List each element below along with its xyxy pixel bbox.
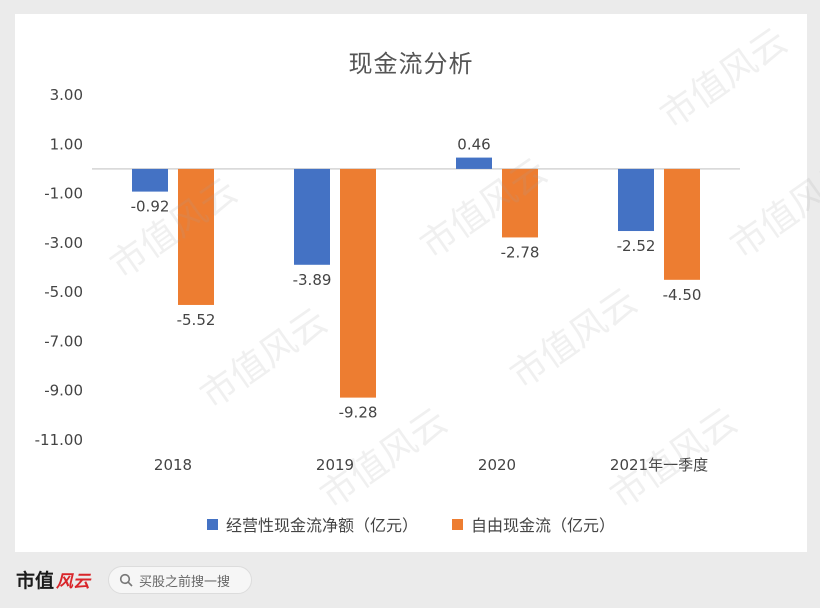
search-icon xyxy=(119,573,133,587)
y-tick-label: -11.00 xyxy=(35,431,83,449)
bar-free-2019 xyxy=(340,168,376,398)
logo-text: 市值 xyxy=(16,570,55,592)
data-label: -3.89 xyxy=(293,271,332,289)
bar-operating-2020 xyxy=(456,157,492,169)
y-tick-label: -7.00 xyxy=(44,332,83,350)
bar-free-2020 xyxy=(502,168,538,238)
y-tick-label: 3.00 xyxy=(50,86,83,104)
legend-item-operating-cash-flow: 经营性现金流净额（亿元） xyxy=(206,512,418,536)
y-tick-label: -1.00 xyxy=(44,185,83,203)
data-label: -9.28 xyxy=(339,404,378,422)
search-box[interactable]: 买股之前搜一搜 xyxy=(108,566,252,594)
y-tick-label: -5.00 xyxy=(44,283,83,301)
legend-swatch-operating xyxy=(206,518,218,530)
y-tick-label: 1.00 xyxy=(50,135,83,153)
data-label: -2.52 xyxy=(617,237,656,255)
data-label: -2.78 xyxy=(501,243,540,261)
brand-logo: 市值 风云 xyxy=(16,566,90,593)
y-tick-label: -3.00 xyxy=(44,234,83,252)
bar-operating-2021年一季度 xyxy=(618,168,654,232)
data-label: -4.50 xyxy=(663,286,702,304)
data-label: 0.46 xyxy=(457,136,490,154)
search-placeholder: 买股之前搜一搜 xyxy=(139,574,231,590)
data-label: -0.92 xyxy=(131,198,170,216)
bar-operating-2018 xyxy=(132,168,168,192)
legend: 经营性现金流净额（亿元） 自由现金流（亿元） xyxy=(15,512,807,536)
x-tick-label: 2019 xyxy=(316,456,354,474)
x-tick-label: 2018 xyxy=(154,456,192,474)
data-label: -5.52 xyxy=(177,311,216,329)
footer-bar: 市值 风云 买股之前搜一搜 xyxy=(0,552,820,608)
bar-chart: 3.00 1.00 -1.00 -3.00 -5.00 -7.00 -9.00 -11.00 -… xyxy=(35,86,740,474)
bar-free-2018 xyxy=(178,168,214,305)
bar-free-2021年一季度 xyxy=(664,168,700,280)
chart-card: 现金流分析 3.00 1.00 -1.00 -3.00 -5.00 -7.00 -9.00 -… xyxy=(15,14,807,552)
logo-accent: 风云 xyxy=(56,572,91,592)
bar-operating-2019 xyxy=(294,168,330,265)
legend-swatch-free xyxy=(452,518,463,530)
legend-label-operating: 经营性现金流净额（亿元） xyxy=(225,516,418,535)
x-tick-label: 2021年一季度 xyxy=(610,456,708,474)
y-tick-label: -9.00 xyxy=(44,382,83,400)
legend-item-free-cash-flow: 自由现金流（亿元） xyxy=(452,512,615,536)
x-tick-label: 2020 xyxy=(478,456,516,474)
legend-label-free: 自由现金流（亿元） xyxy=(471,516,616,535)
chart-title: 现金流分析 xyxy=(348,50,474,78)
